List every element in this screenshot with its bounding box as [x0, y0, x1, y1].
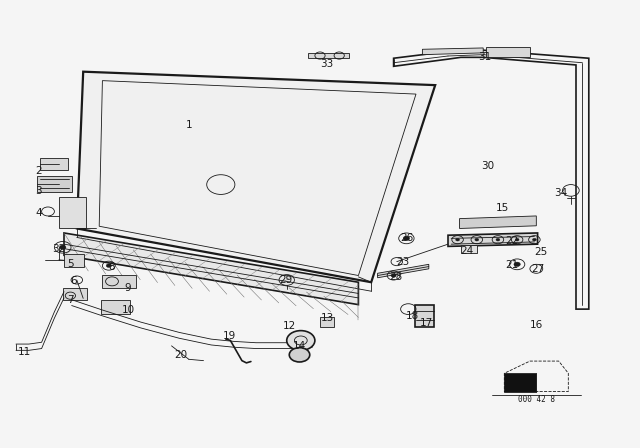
Bar	[101, 300, 130, 314]
Text: 4: 4	[35, 208, 42, 218]
Text: 24: 24	[461, 246, 474, 256]
Text: 33: 33	[320, 59, 333, 69]
Text: 2: 2	[35, 166, 42, 176]
Text: 7: 7	[67, 295, 74, 305]
Text: 11: 11	[18, 347, 31, 357]
Circle shape	[289, 348, 310, 362]
Bar	[102, 275, 136, 288]
Text: 9: 9	[125, 283, 131, 293]
Text: 25: 25	[534, 247, 547, 257]
Text: 12: 12	[283, 321, 296, 331]
Text: 28: 28	[389, 272, 402, 282]
Polygon shape	[448, 233, 538, 246]
Circle shape	[106, 264, 111, 267]
Circle shape	[287, 331, 315, 350]
Text: 34: 34	[554, 188, 567, 198]
Text: 18: 18	[406, 311, 419, 321]
Bar	[63, 288, 87, 300]
Text: 23: 23	[397, 257, 410, 267]
Polygon shape	[64, 233, 358, 305]
Bar	[486, 47, 530, 57]
Text: 17: 17	[420, 318, 433, 327]
Circle shape	[475, 238, 479, 241]
Text: 29: 29	[280, 275, 292, 285]
Polygon shape	[77, 72, 435, 282]
Bar	[64, 254, 84, 267]
Polygon shape	[460, 216, 536, 228]
Circle shape	[456, 238, 460, 241]
Polygon shape	[378, 264, 429, 278]
Text: 6: 6	[70, 276, 77, 286]
Polygon shape	[59, 197, 86, 228]
Text: 21: 21	[506, 260, 518, 270]
Text: 5: 5	[67, 259, 74, 269]
Polygon shape	[504, 373, 536, 392]
Text: 000 42 8: 000 42 8	[518, 395, 555, 404]
Text: 10: 10	[122, 305, 134, 315]
Circle shape	[60, 245, 66, 250]
Text: 1: 1	[186, 121, 192, 130]
Circle shape	[514, 262, 520, 267]
Circle shape	[403, 236, 410, 241]
Circle shape	[496, 238, 500, 241]
Bar	[37, 176, 72, 192]
Text: 19: 19	[223, 331, 236, 341]
Text: 16: 16	[530, 320, 543, 330]
Circle shape	[391, 274, 396, 277]
Text: 13: 13	[321, 313, 334, 323]
Bar	[415, 305, 434, 327]
Polygon shape	[308, 53, 349, 58]
Text: 3: 3	[35, 186, 42, 196]
Text: 14: 14	[293, 341, 306, 351]
Circle shape	[532, 238, 536, 241]
Text: 22: 22	[506, 236, 518, 246]
Text: 32: 32	[52, 244, 65, 254]
Text: 31: 31	[479, 52, 492, 62]
Bar	[461, 245, 477, 253]
Text: 8: 8	[109, 262, 115, 271]
Bar	[320, 317, 334, 327]
Text: 27: 27	[531, 264, 544, 274]
Polygon shape	[422, 48, 483, 55]
Text: 20: 20	[174, 350, 187, 360]
Bar	[40, 158, 68, 170]
Text: 30: 30	[481, 161, 494, 171]
Text: 15: 15	[496, 203, 509, 213]
Text: 26: 26	[400, 233, 413, 243]
Circle shape	[515, 238, 519, 241]
